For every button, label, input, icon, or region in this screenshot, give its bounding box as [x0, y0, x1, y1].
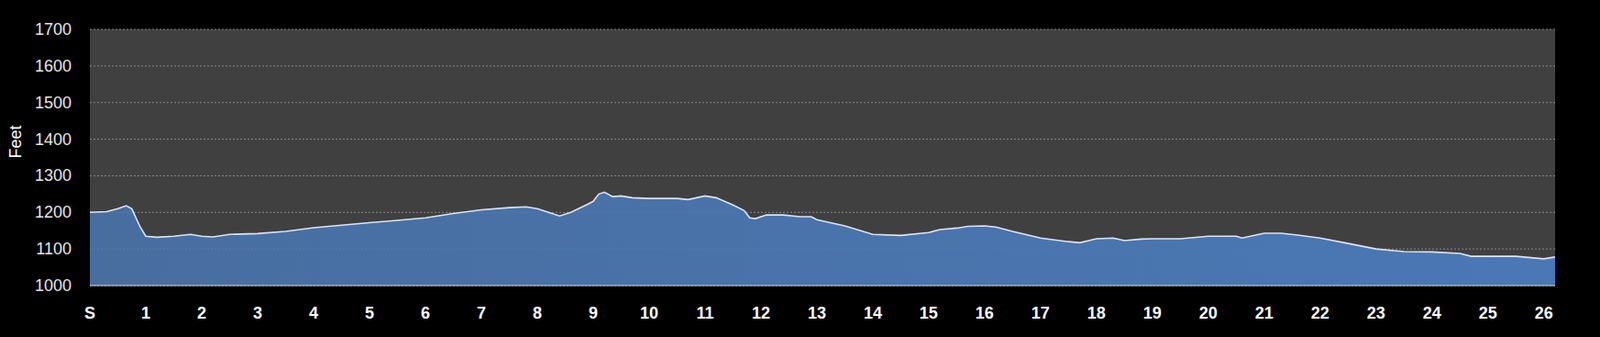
- x-axis-line: [89, 285, 1556, 287]
- x-tick-label: 5: [364, 303, 375, 322]
- x-tick-label: 23: [1367, 303, 1386, 322]
- x-tick-label: 13: [807, 303, 827, 322]
- x-tick-label: 24: [1423, 303, 1442, 322]
- y-tick-label: 1300: [34, 165, 72, 185]
- x-tick-label: 22: [1311, 303, 1330, 322]
- x-tick-label: 21: [1255, 303, 1274, 322]
- y-tick-label: 1500: [34, 93, 72, 112]
- x-tick-label: 4: [308, 303, 319, 322]
- x-tick-label: 8: [532, 303, 542, 322]
- x-tick-label: 15: [919, 303, 938, 322]
- x-tick-label: 18: [1087, 303, 1106, 322]
- data-group: [89, 191, 1556, 286]
- y-tick-label: 1000: [34, 275, 72, 295]
- y-tick-label: 1700: [34, 20, 72, 39]
- x-tick-label: 3: [253, 303, 263, 322]
- x-tick-label: 1: [141, 303, 151, 322]
- x-tick-label: 26: [1534, 303, 1554, 322]
- x-tick-label: 20: [1199, 303, 1218, 322]
- x-tick-label: 2: [197, 303, 207, 322]
- x-tick-label: 16: [975, 303, 994, 322]
- x-tick-label: 9: [588, 303, 598, 322]
- y-tick-label: 1200: [34, 202, 72, 221]
- x-tick-label: 14: [863, 303, 883, 322]
- x-tick-label: 25: [1478, 303, 1498, 322]
- grid-line: [89, 29, 1556, 31]
- x-tick-label: 11: [695, 303, 714, 322]
- x-tick-label: S: [84, 303, 96, 322]
- x-tick-label: 12: [751, 303, 771, 322]
- grid-line: [89, 65, 1556, 67]
- elevation-line: [89, 191, 1556, 259]
- x-tick-label: 7: [476, 303, 486, 322]
- chart: 10001100120013001400150016001700S1234567…: [0, 0, 1600, 337]
- y-tick-label: 1400: [34, 130, 72, 149]
- grid-line: [89, 175, 1556, 177]
- y-axis-label: Feet: [6, 124, 25, 158]
- grid-line: [89, 138, 1556, 140]
- x-tick-label: 6: [420, 303, 431, 322]
- grid-line: [89, 101, 1556, 103]
- x-tick-label: 19: [1143, 303, 1162, 322]
- y-tick-label: 1600: [34, 56, 72, 76]
- x-tick-label: 10: [640, 303, 659, 322]
- grid-line: [89, 285, 1556, 287]
- elevation-area: [89, 191, 1556, 286]
- background: [0, 0, 1600, 337]
- grid-line: [89, 211, 1556, 213]
- x-tick-label: 17: [1031, 303, 1050, 322]
- y-tick-label: 1100: [35, 239, 72, 258]
- plot-area: [89, 29, 1556, 286]
